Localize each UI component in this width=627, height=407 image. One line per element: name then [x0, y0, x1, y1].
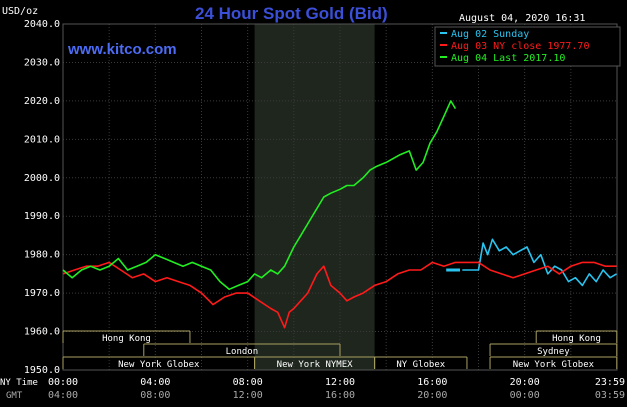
legend-item-aug03: Aug 03 NY close 1977.70	[440, 41, 589, 52]
series-line-aug04	[62, 100, 457, 291]
market-label: New York NYMEX	[277, 360, 353, 370]
plot-frame	[62, 23, 618, 371]
x-tick-label-ny: 12:00	[325, 377, 355, 388]
market-bar: New York Globex	[489, 356, 618, 370]
market-bar: Sydney	[489, 343, 618, 357]
chart-timestamp: August 04, 2020 16:31	[459, 13, 585, 24]
market-bar: London	[143, 343, 341, 357]
chart-legend: Aug 02 Sunday Aug 03 NY close 1977.70 Au…	[434, 26, 621, 67]
market-label: New York Globex	[118, 360, 200, 370]
market-label: London	[226, 347, 259, 357]
market-bar: NY Globex	[374, 356, 468, 370]
x-tick-label-gmt: 00:00	[510, 390, 540, 401]
y-tick-label: 2030.0	[24, 57, 60, 68]
y-tick-label: 1980.0	[24, 250, 60, 261]
x-tick-label-gmt: 12:00	[233, 390, 263, 401]
x-tick-label-gmt: 16:00	[325, 390, 355, 401]
site-watermark: www.kitco.com	[67, 41, 177, 58]
x-tick-label-ny: 23:59	[595, 377, 625, 388]
legend-item-aug04: Aug 04 Last 2017.10	[440, 53, 565, 64]
y-tick-label: 2000.0	[24, 173, 60, 184]
x-tick-label-ny: 08:00	[233, 377, 263, 388]
y-axis-unit-label: USD/oz	[2, 6, 38, 17]
x-tick-label-gmt: 03:59	[595, 390, 625, 401]
x-tick-label-ny: 04:00	[140, 377, 170, 388]
x-tick-label-gmt: 08:00	[140, 390, 170, 401]
nymex-session-shade	[254, 24, 375, 370]
market-label: Hong Kong	[102, 334, 151, 344]
market-label: Hong Kong	[552, 334, 601, 344]
series-line-aug02	[462, 238, 617, 287]
x-tick-label-ny: 16:00	[417, 377, 447, 388]
x-tick-label-gmt: 04:00	[48, 390, 78, 401]
market-bar: Hong Kong	[535, 330, 618, 344]
series-line-aug03	[62, 261, 617, 329]
legend-label: Aug 02 Sunday	[451, 29, 529, 40]
y-tick-label: 2010.0	[24, 134, 60, 145]
chart-title: 24 Hour Spot Gold (Bid)	[195, 4, 388, 23]
y-tick-label: 2040.0	[24, 19, 60, 30]
session-shade-layer	[254, 24, 375, 370]
legend-item-aug02: Aug 02 Sunday	[440, 29, 529, 40]
y-tick-label: 1950.0	[24, 365, 60, 376]
axis-layer: 1950.0 1960.0 1970.0 1980.0 1990.0 2000.0 2010…	[24, 19, 625, 401]
market-label: NY Globex	[396, 360, 445, 370]
market-bar: Hong Kong	[62, 330, 191, 344]
market-label: Sydney	[537, 347, 570, 357]
gmt-row-label: GMT	[6, 391, 23, 401]
x-tick-label-ny: 20:00	[510, 377, 540, 388]
market-label: New York Globex	[513, 360, 595, 370]
y-tick-label: 1990.0	[24, 211, 60, 222]
ny-time-row-label: NY Time	[0, 378, 38, 388]
x-tick-label-gmt: 20:00	[417, 390, 447, 401]
y-tick-label: 1970.0	[24, 288, 60, 299]
market-hours-layer: Hong Kong London New York Globex New York N…	[62, 330, 618, 370]
y-tick-label: 1960.0	[24, 327, 60, 338]
series-layer	[62, 100, 617, 329]
y-tick-label: 2020.0	[24, 96, 60, 107]
x-tick-label-ny: 00:00	[48, 377, 78, 388]
legend-label: Aug 03 NY close 1977.70	[451, 41, 589, 52]
legend-label: Aug 04 Last 2017.10	[451, 53, 565, 64]
legend-box	[434, 26, 621, 67]
